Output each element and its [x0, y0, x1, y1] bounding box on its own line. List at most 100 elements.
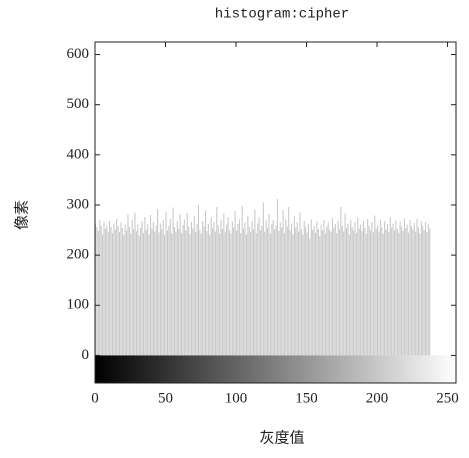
- bar: [241, 205, 243, 356]
- bar: [220, 220, 222, 356]
- bar: [172, 207, 174, 356]
- bar: [230, 233, 232, 356]
- x-axis-label: 灰度值: [259, 429, 304, 447]
- bar: [236, 230, 238, 356]
- bar: [200, 233, 202, 356]
- bar: [212, 228, 214, 356]
- bar: [176, 221, 178, 356]
- bar: [128, 226, 130, 356]
- bar: [317, 229, 319, 356]
- bar: [197, 204, 199, 356]
- bar: [341, 226, 343, 356]
- bar: [121, 228, 123, 356]
- bar: [166, 230, 168, 356]
- bar: [199, 229, 201, 356]
- bar: [406, 224, 408, 356]
- bar: [399, 222, 401, 356]
- bar: [420, 221, 422, 356]
- bar: [244, 222, 246, 356]
- bar: [313, 226, 315, 356]
- bar: [408, 232, 410, 356]
- bar: [402, 231, 404, 356]
- bar: [147, 224, 149, 356]
- bar: [274, 229, 276, 356]
- bar: [384, 221, 386, 356]
- bar: [144, 217, 146, 356]
- bar: [140, 227, 142, 356]
- bar: [231, 221, 233, 356]
- bar: [226, 224, 228, 356]
- bar: [95, 224, 97, 356]
- bar: [237, 224, 239, 356]
- bar: [343, 231, 345, 356]
- x-tick-label: 50: [158, 390, 173, 406]
- bar: [422, 225, 424, 356]
- bar: [171, 233, 173, 356]
- bar: [116, 219, 118, 356]
- bar: [227, 217, 229, 356]
- bar: [286, 226, 288, 356]
- bar: [354, 222, 356, 356]
- bar: [312, 230, 314, 356]
- bar: [137, 224, 139, 356]
- bar: [362, 221, 364, 356]
- y-axis-label: 像素: [13, 200, 31, 230]
- bar: [223, 213, 225, 356]
- bar: [360, 224, 362, 356]
- bar: [138, 235, 140, 356]
- bar: [97, 231, 99, 356]
- bar: [279, 222, 281, 356]
- bar: [118, 232, 121, 356]
- bar: [350, 220, 352, 356]
- bar: [269, 233, 271, 356]
- bar: [424, 222, 427, 356]
- bar: [126, 230, 128, 356]
- bar: [282, 209, 284, 356]
- bar: [291, 223, 293, 356]
- bar: [228, 230, 231, 356]
- bar: [371, 222, 373, 356]
- bar: [303, 221, 305, 356]
- bar: [293, 216, 295, 356]
- bar: [295, 227, 297, 356]
- bar: [159, 223, 161, 356]
- bar: [173, 227, 176, 356]
- bar: [327, 222, 329, 356]
- bar: [169, 219, 171, 356]
- bar: [109, 221, 111, 356]
- bar: [149, 215, 152, 356]
- y-tick-label: 100: [67, 297, 90, 313]
- bar: [423, 230, 425, 356]
- bar: [368, 226, 370, 356]
- bar: [340, 206, 342, 356]
- bar: [283, 233, 286, 356]
- bar: [310, 219, 312, 356]
- bar: [255, 233, 257, 356]
- bar: [130, 233, 132, 356]
- bar: [333, 227, 335, 356]
- bar: [309, 238, 311, 356]
- bar: [145, 230, 147, 356]
- bar: [196, 224, 198, 356]
- x-tick-label: 0: [91, 390, 99, 406]
- bar: [392, 223, 394, 356]
- bar: [271, 224, 273, 356]
- bar: [267, 228, 269, 356]
- bar: [298, 231, 300, 356]
- bar: [300, 229, 302, 356]
- bar: [281, 227, 283, 356]
- x-tick-label: 150: [295, 390, 318, 406]
- bar: [164, 235, 166, 356]
- bar: [204, 210, 207, 356]
- bar: [265, 220, 267, 356]
- bar: [338, 229, 341, 356]
- bar: [214, 231, 216, 356]
- bar: [183, 219, 185, 356]
- bar: [247, 215, 249, 356]
- y-tick-label: 600: [67, 46, 90, 62]
- y-tick-label: 0: [82, 347, 90, 363]
- bar: [378, 231, 380, 356]
- bar: [257, 223, 259, 356]
- bar: [185, 230, 187, 356]
- bar: [393, 230, 396, 356]
